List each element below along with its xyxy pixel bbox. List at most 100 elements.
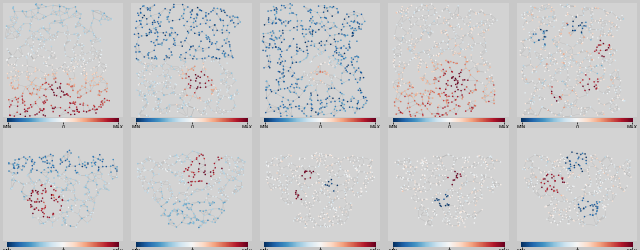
Point: [72, 222, 83, 226]
Point: [78, 101, 88, 105]
Point: [454, 223, 465, 227]
Point: [602, 154, 612, 158]
Point: [44, 178, 54, 182]
Point: [180, 94, 190, 98]
Point: [232, 88, 243, 92]
Point: [404, 110, 415, 114]
Point: [177, 68, 188, 72]
Point: [455, 104, 465, 108]
Point: [137, 62, 147, 66]
Point: [33, 4, 43, 8]
Point: [262, 79, 272, 83]
Point: [284, 192, 294, 196]
Point: [21, 38, 31, 42]
Point: [409, 11, 419, 15]
Point: [461, 85, 472, 89]
Point: [48, 212, 58, 216]
Point: [167, 209, 177, 213]
Point: [319, 223, 330, 227]
Point: [146, 70, 156, 74]
Point: [488, 78, 498, 82]
Point: [276, 196, 286, 200]
Point: [69, 67, 79, 71]
Point: [138, 16, 148, 20]
Point: [145, 182, 155, 186]
Point: [12, 30, 22, 34]
Point: [24, 106, 35, 110]
Point: [436, 63, 447, 67]
Point: [222, 37, 232, 41]
Point: [102, 98, 113, 102]
Point: [68, 101, 78, 105]
Point: [554, 163, 564, 167]
Point: [580, 56, 590, 60]
Point: [601, 58, 611, 62]
Point: [596, 160, 606, 164]
Point: [33, 11, 43, 15]
Point: [217, 31, 227, 35]
Point: [440, 105, 450, 109]
Point: [174, 181, 184, 185]
Point: [175, 158, 186, 162]
Point: [551, 202, 561, 206]
Point: [593, 20, 604, 24]
Point: [92, 37, 102, 41]
Point: [264, 54, 275, 58]
Point: [157, 192, 168, 196]
Point: [403, 101, 413, 105]
Point: [261, 79, 271, 83]
Point: [79, 74, 90, 78]
Point: [604, 46, 614, 50]
Point: [31, 68, 41, 72]
Point: [330, 33, 340, 37]
Point: [164, 164, 174, 168]
Point: [418, 184, 428, 188]
Point: [451, 62, 461, 66]
Point: [72, 42, 83, 46]
Point: [591, 87, 601, 91]
Point: [196, 224, 207, 228]
Point: [603, 202, 613, 206]
Point: [422, 79, 433, 83]
Point: [339, 196, 349, 200]
Point: [209, 172, 219, 176]
Point: [516, 70, 527, 74]
Point: [67, 204, 77, 208]
Point: [584, 30, 595, 34]
Point: [541, 164, 552, 168]
Point: [577, 7, 588, 11]
Point: [561, 161, 571, 165]
Point: [156, 163, 166, 167]
Point: [200, 221, 211, 225]
Point: [41, 175, 51, 179]
Point: [316, 78, 326, 82]
Point: [169, 207, 179, 211]
Point: [32, 168, 42, 172]
Point: [64, 178, 74, 182]
Point: [148, 108, 159, 112]
Point: [299, 58, 309, 62]
Point: [13, 56, 23, 60]
Point: [349, 66, 359, 70]
Point: [322, 90, 332, 94]
Point: [611, 85, 621, 89]
Point: [528, 6, 538, 10]
Point: [325, 26, 335, 30]
Point: [86, 39, 96, 43]
Point: [145, 114, 155, 118]
Point: [436, 46, 446, 50]
Point: [168, 90, 179, 94]
Point: [427, 174, 437, 178]
Point: [458, 48, 468, 52]
Point: [40, 77, 51, 81]
Point: [258, 48, 268, 52]
Point: [273, 81, 284, 85]
Point: [595, 18, 605, 22]
Point: [227, 169, 237, 173]
Point: [591, 212, 601, 216]
Point: [221, 83, 231, 87]
Point: [550, 68, 561, 72]
Point: [140, 78, 150, 82]
Point: [79, 60, 89, 64]
Point: [388, 80, 398, 84]
